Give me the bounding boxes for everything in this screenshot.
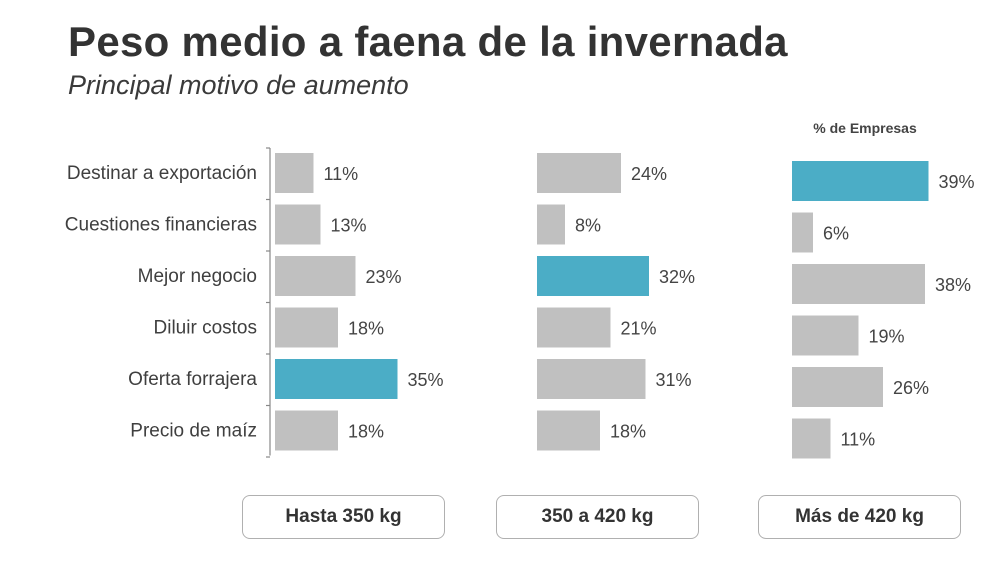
bar xyxy=(792,367,883,407)
category-label: Diluir costos xyxy=(154,318,257,339)
page-subtitle: Principal motivo de aumento xyxy=(68,70,409,100)
bar xyxy=(537,256,649,296)
group-button-mas-420[interactable]: Más de 420 kg xyxy=(758,495,961,539)
bar xyxy=(792,418,831,459)
bar xyxy=(275,256,356,296)
data-label: 38% xyxy=(935,275,971,295)
bar-chart: Destinar a exportación Cuestiones financi… xyxy=(65,147,975,459)
data-label: 39% xyxy=(939,172,975,192)
group-button-350-420[interactable]: 350 a 420 kg xyxy=(496,495,699,539)
data-label: 18% xyxy=(348,319,384,339)
category-label: Mejor negocio xyxy=(138,266,257,287)
bar xyxy=(275,410,338,451)
data-label: 21% xyxy=(621,319,657,339)
category-label: Cuestiones financieras xyxy=(65,215,257,236)
category-label: Precio de maíz xyxy=(130,421,257,442)
bar xyxy=(792,264,925,304)
data-label: 18% xyxy=(610,422,646,442)
bar xyxy=(792,212,813,253)
data-label: 35% xyxy=(408,370,444,390)
data-label: 31% xyxy=(656,370,692,390)
group-button-hasta-350[interactable]: Hasta 350 kg xyxy=(242,495,445,539)
data-label: 11% xyxy=(841,430,876,450)
data-label: 26% xyxy=(893,378,929,398)
page-title: Peso medio a faena de la invernada xyxy=(68,18,788,65)
data-label: 6% xyxy=(823,224,849,244)
data-label: 13% xyxy=(331,216,367,236)
bar xyxy=(275,307,338,348)
units-label: % de Empresas xyxy=(813,120,917,136)
bar xyxy=(537,204,565,245)
data-label: 19% xyxy=(869,327,905,347)
bar xyxy=(792,161,929,201)
category-label: Destinar a exportación xyxy=(67,163,257,184)
bar xyxy=(537,153,621,193)
bar xyxy=(275,204,321,245)
bar xyxy=(792,315,859,356)
data-label: 24% xyxy=(631,164,667,184)
bar xyxy=(537,410,600,451)
data-label: 32% xyxy=(659,267,695,287)
bar xyxy=(275,153,314,193)
data-label: 11% xyxy=(324,164,359,184)
bar xyxy=(537,359,646,399)
data-label: 8% xyxy=(575,216,601,236)
bar xyxy=(537,307,611,348)
category-label: Oferta forrajera xyxy=(128,369,257,390)
bar xyxy=(275,359,398,399)
data-label: 18% xyxy=(348,422,384,442)
data-label: 23% xyxy=(366,267,402,287)
